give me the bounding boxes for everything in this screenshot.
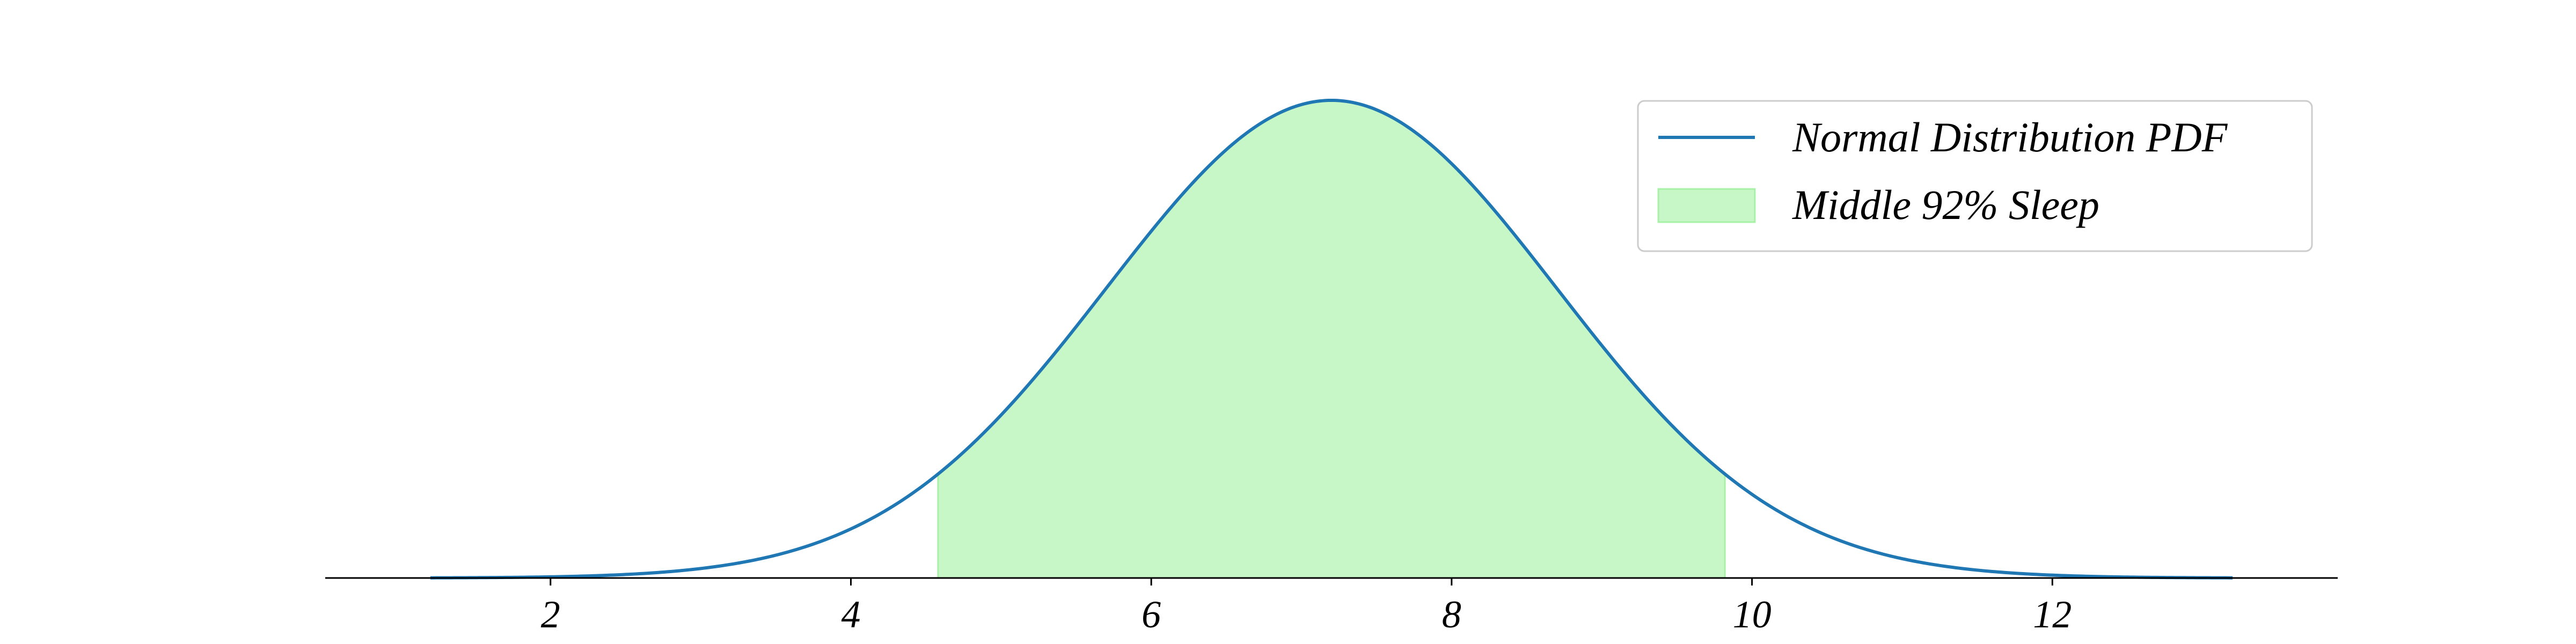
x-tick-label-4: 4 xyxy=(841,593,860,636)
legend-patch-swatch xyxy=(1657,188,1756,223)
legend-label-middle-92: Middle 92% Sleep xyxy=(1792,181,2099,228)
pdf-curve-line xyxy=(430,98,2233,580)
x-tick-label-12: 12 xyxy=(2033,593,2072,636)
x-tick-label-2: 2 xyxy=(541,593,560,636)
legend: Normal Distribution PDF Middle 92% Sleep xyxy=(1637,100,2313,252)
plot-area: 2 4 6 8 10 12 xyxy=(325,98,2338,636)
x-tick-label-8: 8 xyxy=(1442,593,1461,636)
legend-box xyxy=(1637,100,2313,252)
legend-label-pdf: Normal Distribution PDF xyxy=(1792,114,2228,160)
x-tick-label-10: 10 xyxy=(1733,593,1772,636)
x-tick-label-6: 6 xyxy=(1141,593,1161,636)
x-axis-ticks: 2 4 6 8 10 12 xyxy=(541,578,2072,636)
middle-92-percent-area xyxy=(937,99,1726,579)
